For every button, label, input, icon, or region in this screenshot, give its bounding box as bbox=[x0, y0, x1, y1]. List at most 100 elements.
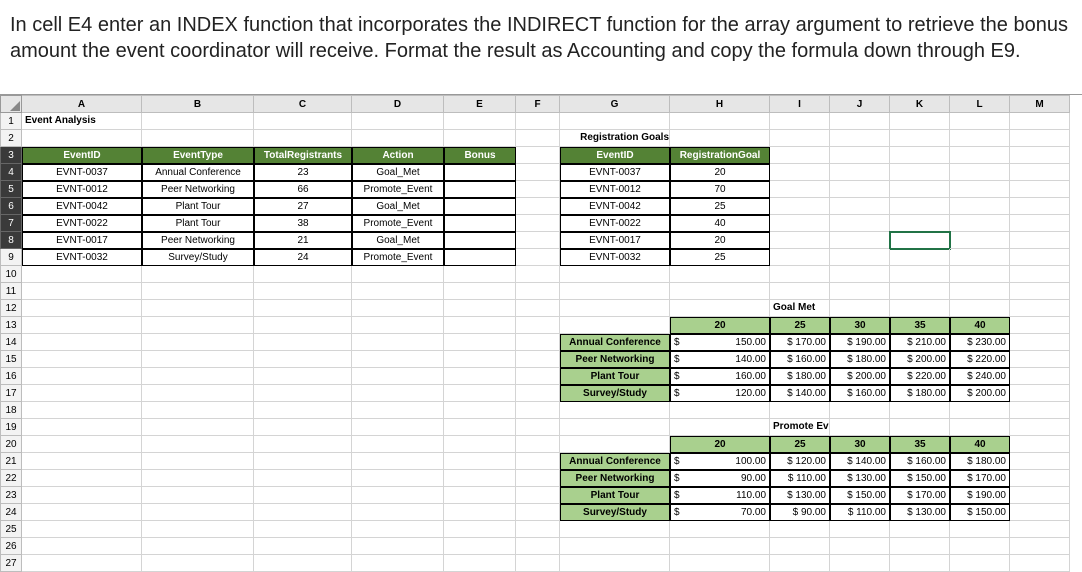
cell-F22[interactable] bbox=[516, 470, 560, 487]
cell-J5[interactable] bbox=[830, 181, 890, 198]
cell-G21[interactable]: Annual Conference bbox=[560, 453, 670, 470]
cell-L14[interactable]: $ 230.00 bbox=[950, 334, 1010, 351]
cell-K27[interactable] bbox=[890, 555, 950, 572]
cell-M15[interactable] bbox=[1010, 351, 1070, 368]
cell-A14[interactable] bbox=[22, 334, 142, 351]
cell-M7[interactable] bbox=[1010, 215, 1070, 232]
cell-M27[interactable] bbox=[1010, 555, 1070, 572]
cell-E8[interactable] bbox=[444, 232, 516, 249]
cell-K21[interactable]: $ 160.00 bbox=[890, 453, 950, 470]
cell-G14[interactable]: Annual Conference bbox=[560, 334, 670, 351]
cell-M18[interactable] bbox=[1010, 402, 1070, 419]
cell-I10[interactable] bbox=[770, 266, 830, 283]
cell-D13[interactable] bbox=[352, 317, 444, 334]
cell-C16[interactable] bbox=[254, 368, 352, 385]
cell-F13[interactable] bbox=[516, 317, 560, 334]
cell-I5[interactable] bbox=[770, 181, 830, 198]
cell-C24[interactable] bbox=[254, 504, 352, 521]
cell-M19[interactable] bbox=[1010, 419, 1070, 436]
cell-D24[interactable] bbox=[352, 504, 444, 521]
cell-C4[interactable]: 23 bbox=[254, 164, 352, 181]
column-header-M[interactable]: M bbox=[1010, 95, 1070, 113]
column-header-G[interactable]: G bbox=[560, 95, 670, 113]
cell-G1[interactable] bbox=[560, 113, 670, 130]
cell-C7[interactable]: 38 bbox=[254, 215, 352, 232]
cell-B1[interactable] bbox=[142, 113, 254, 130]
cell-I22[interactable]: $ 110.00 bbox=[770, 470, 830, 487]
row-header-19[interactable]: 19 bbox=[0, 419, 22, 436]
row-header-2[interactable]: 2 bbox=[0, 130, 22, 147]
cell-L21[interactable]: $ 180.00 bbox=[950, 453, 1010, 470]
cell-G5[interactable]: EVNT-0012 bbox=[560, 181, 670, 198]
cell-K19[interactable] bbox=[890, 419, 950, 436]
cell-F23[interactable] bbox=[516, 487, 560, 504]
cell-B24[interactable] bbox=[142, 504, 254, 521]
row-header-3[interactable]: 3 bbox=[0, 147, 22, 164]
cell-K11[interactable] bbox=[890, 283, 950, 300]
cell-K18[interactable] bbox=[890, 402, 950, 419]
cell-K25[interactable] bbox=[890, 521, 950, 538]
cell-A21[interactable] bbox=[22, 453, 142, 470]
cell-F14[interactable] bbox=[516, 334, 560, 351]
cell-D10[interactable] bbox=[352, 266, 444, 283]
cell-C26[interactable] bbox=[254, 538, 352, 555]
row-header-24[interactable]: 24 bbox=[0, 504, 22, 521]
cell-J8[interactable] bbox=[830, 232, 890, 249]
cell-F9[interactable] bbox=[516, 249, 560, 266]
cell-I23[interactable]: $ 130.00 bbox=[770, 487, 830, 504]
cell-K13[interactable]: 35 bbox=[890, 317, 950, 334]
cell-H23[interactable]: $110.00 bbox=[670, 487, 770, 504]
cell-E19[interactable] bbox=[444, 419, 516, 436]
row-header-6[interactable]: 6 bbox=[0, 198, 22, 215]
cell-E14[interactable] bbox=[444, 334, 516, 351]
cell-A10[interactable] bbox=[22, 266, 142, 283]
cell-A24[interactable] bbox=[22, 504, 142, 521]
cell-J7[interactable] bbox=[830, 215, 890, 232]
cell-G17[interactable]: Survey/Study bbox=[560, 385, 670, 402]
cell-M9[interactable] bbox=[1010, 249, 1070, 266]
row-header-15[interactable]: 15 bbox=[0, 351, 22, 368]
cell-M14[interactable] bbox=[1010, 334, 1070, 351]
cell-K16[interactable]: $ 220.00 bbox=[890, 368, 950, 385]
cell-H20[interactable]: 20 bbox=[670, 436, 770, 453]
cell-G9[interactable]: EVNT-0032 bbox=[560, 249, 670, 266]
cell-C27[interactable] bbox=[254, 555, 352, 572]
cell-M24[interactable] bbox=[1010, 504, 1070, 521]
column-header-E[interactable]: E bbox=[444, 95, 516, 113]
cell-D5[interactable]: Promote_Event bbox=[352, 181, 444, 198]
cell-M21[interactable] bbox=[1010, 453, 1070, 470]
cell-K14[interactable]: $ 210.00 bbox=[890, 334, 950, 351]
cell-H18[interactable] bbox=[670, 402, 770, 419]
cell-D14[interactable] bbox=[352, 334, 444, 351]
cell-C13[interactable] bbox=[254, 317, 352, 334]
cell-K5[interactable] bbox=[890, 181, 950, 198]
cell-I3[interactable] bbox=[770, 147, 830, 164]
cell-K17[interactable]: $ 180.00 bbox=[890, 385, 950, 402]
cell-K2[interactable] bbox=[890, 130, 950, 147]
cell-B16[interactable] bbox=[142, 368, 254, 385]
cell-L3[interactable] bbox=[950, 147, 1010, 164]
cell-K20[interactable]: 35 bbox=[890, 436, 950, 453]
cell-I27[interactable] bbox=[770, 555, 830, 572]
cell-F16[interactable] bbox=[516, 368, 560, 385]
cell-L24[interactable]: $ 150.00 bbox=[950, 504, 1010, 521]
cell-D23[interactable] bbox=[352, 487, 444, 504]
cell-B9[interactable]: Survey/Study bbox=[142, 249, 254, 266]
cell-A25[interactable] bbox=[22, 521, 142, 538]
cell-M16[interactable] bbox=[1010, 368, 1070, 385]
cell-B10[interactable] bbox=[142, 266, 254, 283]
cell-A27[interactable] bbox=[22, 555, 142, 572]
cell-F5[interactable] bbox=[516, 181, 560, 198]
cell-L6[interactable] bbox=[950, 198, 1010, 215]
row-header-10[interactable]: 10 bbox=[0, 266, 22, 283]
cell-G26[interactable] bbox=[560, 538, 670, 555]
cell-L9[interactable] bbox=[950, 249, 1010, 266]
cell-B6[interactable]: Plant Tour bbox=[142, 198, 254, 215]
cell-E7[interactable] bbox=[444, 215, 516, 232]
row-header-17[interactable]: 17 bbox=[0, 385, 22, 402]
cell-K24[interactable]: $ 130.00 bbox=[890, 504, 950, 521]
cell-E20[interactable] bbox=[444, 436, 516, 453]
cell-F24[interactable] bbox=[516, 504, 560, 521]
cell-J20[interactable]: 30 bbox=[830, 436, 890, 453]
cell-L7[interactable] bbox=[950, 215, 1010, 232]
